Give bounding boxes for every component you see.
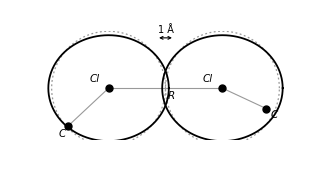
Text: Cl: Cl (203, 74, 213, 84)
Text: C: C (59, 129, 66, 139)
Text: Cl: Cl (89, 74, 99, 84)
Text: C: C (270, 110, 278, 120)
Text: 1 Å: 1 Å (158, 25, 173, 35)
Text: R: R (168, 91, 175, 101)
